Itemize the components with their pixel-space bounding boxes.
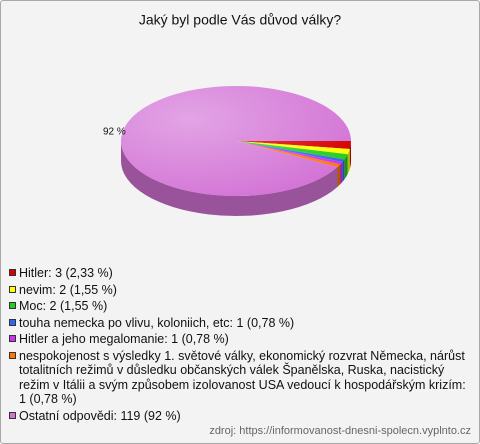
legend-swatch xyxy=(9,335,16,342)
legend-item: Hitler: 3 (2,33 %) xyxy=(9,266,471,281)
data-label: 92 % xyxy=(103,127,126,138)
legend-label: Ostatní odpovědi: 119 (92 %) xyxy=(19,408,181,423)
legend-label: nespokojenost s výsledky 1. světové válk… xyxy=(19,348,466,407)
legend-item: nespokojenost s výsledky 1. světové válk… xyxy=(9,349,471,407)
legend-swatch xyxy=(9,269,16,276)
legend-swatch xyxy=(9,302,16,309)
legend: Hitler: 3 (2,33 %) nevim: 2 (1,55 %) Moc: … xyxy=(9,266,471,425)
source: zdroj: https://informovanost-dnesni-spol… xyxy=(209,425,471,437)
legend-swatch xyxy=(9,285,16,293)
legend-label: Hitler a jeho megalomanie: 1 (0,78 %) xyxy=(19,332,229,346)
legend-swatch xyxy=(9,318,16,326)
legend-label: Moc: 2 (1,55 %) xyxy=(19,299,108,313)
slice-side xyxy=(340,161,343,185)
legend-label: touha nemecka po vlivu, koloniich, etc: … xyxy=(19,315,295,330)
legend-label: Hitler: 3 (2,33 %) xyxy=(19,266,113,280)
chart-title: Jaký byl podle Vás důvod války? xyxy=(139,12,342,28)
legend-swatch xyxy=(9,351,16,359)
slice-side xyxy=(337,164,341,187)
slice-side xyxy=(342,159,345,182)
slice-side xyxy=(121,141,338,216)
legend-label: nevim: 2 (1,55 %) xyxy=(19,282,117,297)
chart: Jaký byl podle Vás důvod války? 92 % xyxy=(103,12,351,216)
legend-item: Ostatní odpovědi: 119 (92 %) xyxy=(9,409,471,424)
legend-swatch xyxy=(9,411,16,419)
legend-item: Hitler a jeho megalomanie: 1 (0,78 %) xyxy=(9,332,471,347)
legend-item: nevim: 2 (1,55 %) xyxy=(9,283,471,298)
legend-item: Moc: 2 (1,55 %) xyxy=(9,299,471,314)
legend-item: touha nemecka po vlivu, koloniich, etc: … xyxy=(9,316,471,331)
